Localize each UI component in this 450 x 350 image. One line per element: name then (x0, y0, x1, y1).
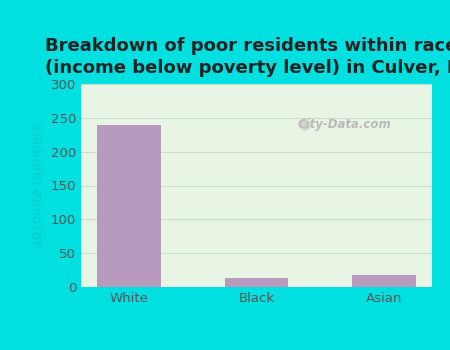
Y-axis label: absolute numbers: absolute numbers (31, 123, 45, 248)
Title: Breakdown of poor residents within races
(income below poverty level) in Culver,: Breakdown of poor residents within races… (45, 37, 450, 77)
Bar (97, 125, 161, 287)
Bar (352, 275, 416, 287)
Text: City-Data.com: City-Data.com (297, 118, 391, 131)
Text: ●: ● (298, 118, 310, 132)
Bar (225, 278, 288, 287)
